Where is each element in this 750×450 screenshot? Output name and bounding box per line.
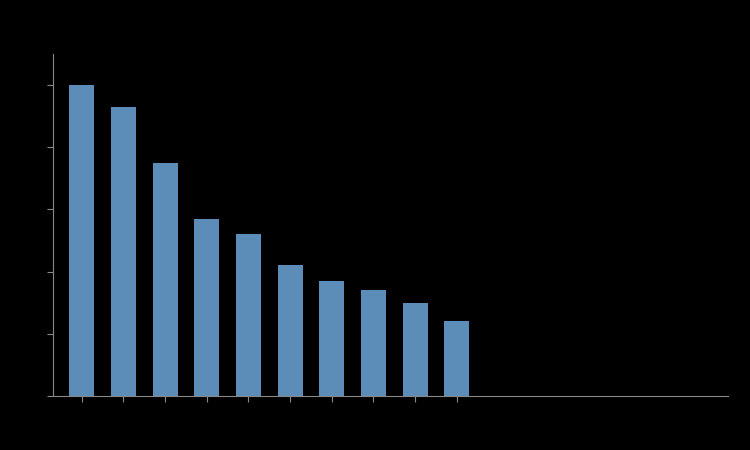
Bar xyxy=(111,107,136,396)
Bar xyxy=(403,303,427,396)
Bar xyxy=(152,163,178,396)
Bar xyxy=(194,219,219,396)
Bar xyxy=(320,281,344,396)
Bar xyxy=(236,234,261,396)
Bar xyxy=(361,290,386,396)
Bar xyxy=(69,85,94,396)
Bar xyxy=(444,321,470,396)
Bar xyxy=(278,266,302,396)
